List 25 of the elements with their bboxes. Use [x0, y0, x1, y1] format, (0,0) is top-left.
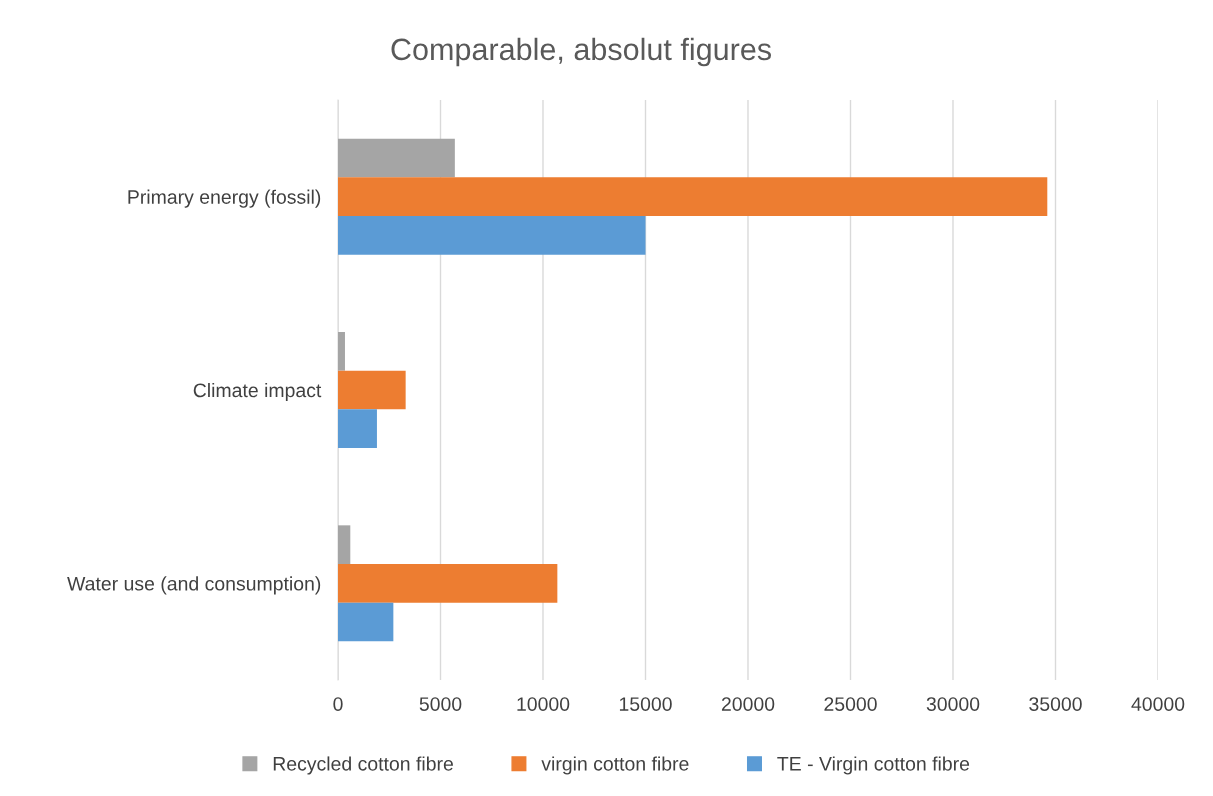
- x-tick-label: 20000: [721, 697, 775, 711]
- x-tick-label: 30000: [926, 697, 980, 711]
- legend-label: TE - Virgin cotton fibre: [777, 756, 970, 775]
- x-tick-label: 15000: [619, 697, 672, 711]
- bar: [338, 177, 1048, 216]
- bar: [338, 370, 406, 410]
- x-tick-label: 25000: [824, 697, 877, 711]
- bar: [338, 332, 345, 371]
- y-tick-label: Water use (and consumption): [67, 576, 321, 595]
- y-tick-label: Primary energy (fossil): [128, 189, 321, 208]
- legend-label: virgin cotton fibre: [541, 756, 689, 775]
- chart-title: Comparable, absolut figures: [391, 37, 771, 67]
- bar: [338, 564, 558, 603]
- x-tick-label: 10000: [517, 697, 570, 711]
- bar: [338, 602, 394, 642]
- x-tick-label: 35000: [1029, 697, 1082, 711]
- legend-label: Recycled cotton fibre: [273, 756, 453, 775]
- x-tick-label: 5000: [419, 697, 462, 711]
- x-tick-label: 0: [333, 697, 343, 711]
- bar: [338, 138, 455, 178]
- bar: [338, 525, 351, 564]
- x-tick-label: 40000: [1131, 697, 1185, 711]
- bar: [338, 409, 377, 448]
- bar: [338, 216, 646, 255]
- y-tick-label: Climate impact: [193, 382, 322, 402]
